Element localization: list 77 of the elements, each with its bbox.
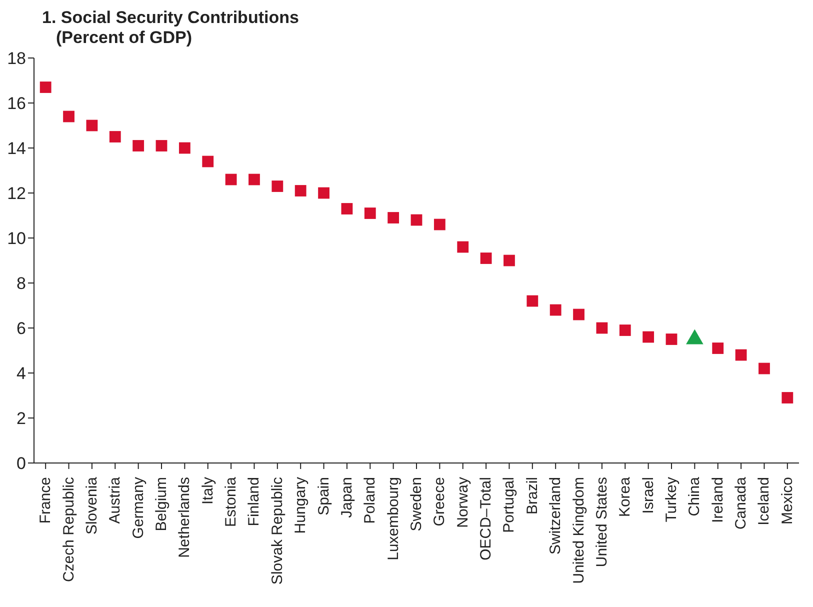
x-tick-label: Spain bbox=[315, 477, 332, 516]
point bbox=[248, 174, 260, 186]
x-tick-label: France bbox=[37, 477, 54, 524]
point bbox=[434, 218, 446, 230]
point bbox=[712, 342, 724, 354]
y-tick-label: 8 bbox=[16, 274, 26, 294]
y-tick-label: 6 bbox=[16, 319, 26, 338]
x-tick-label: Greece bbox=[431, 477, 448, 526]
x-tick-label: Luxembourg bbox=[384, 477, 402, 560]
x-tick-label: OECD–Total bbox=[478, 477, 495, 560]
point bbox=[364, 208, 376, 219]
y-tick-label: 14 bbox=[7, 139, 26, 158]
point bbox=[202, 156, 214, 168]
point bbox=[457, 241, 469, 253]
point bbox=[156, 140, 168, 152]
chart-title: 1. Social Security Contributions bbox=[42, 8, 299, 28]
x-tick-label: Estonia bbox=[222, 476, 240, 528]
x-tick-label: Italy bbox=[199, 476, 216, 505]
point bbox=[550, 304, 562, 316]
y-tick-label: 4 bbox=[16, 364, 26, 384]
x-tick-label: Turkey bbox=[663, 476, 680, 522]
point bbox=[86, 120, 98, 132]
point bbox=[388, 212, 400, 224]
x-tick-label: Hungary bbox=[292, 476, 310, 534]
x-tick-label: Norway bbox=[454, 476, 472, 528]
x-tick-label: Slovak Republic bbox=[268, 476, 286, 585]
point bbox=[735, 349, 747, 361]
x-tick-label: China bbox=[686, 476, 704, 516]
point bbox=[318, 187, 330, 199]
x-tick-label: Slovenia bbox=[83, 476, 100, 535]
x-tick-label: Netherlands bbox=[176, 477, 194, 558]
point bbox=[619, 324, 631, 336]
point bbox=[272, 180, 284, 192]
point bbox=[526, 295, 538, 307]
x-tick-label: Germany bbox=[130, 476, 147, 539]
x-tick-label: Korea bbox=[616, 476, 634, 518]
chart-subtitle: (Percent of GDP) bbox=[55, 28, 194, 48]
x-tick-label: Poland bbox=[362, 477, 379, 524]
x-tick-label: Iceland bbox=[756, 477, 773, 526]
x-tick-label: Sweden bbox=[408, 477, 425, 532]
x-tick-label: Canada bbox=[732, 476, 750, 530]
x-tick-label: Israel bbox=[640, 477, 657, 514]
x-tick-label: Brazil bbox=[524, 477, 541, 515]
point bbox=[178, 142, 190, 154]
point bbox=[782, 392, 794, 404]
point bbox=[642, 331, 654, 343]
x-tick-label: United Kingdom bbox=[570, 477, 588, 584]
x-tick-label: Switzerland bbox=[547, 477, 564, 555]
point bbox=[63, 110, 74, 122]
x-tick-label: Belgium bbox=[153, 477, 170, 532]
point bbox=[480, 252, 492, 264]
x-tick-label: Japan bbox=[338, 477, 356, 518]
x-tick-label: Finland bbox=[246, 477, 263, 526]
point bbox=[40, 82, 52, 93]
point bbox=[410, 214, 422, 226]
point bbox=[225, 174, 237, 186]
point bbox=[504, 254, 515, 266]
point bbox=[132, 140, 144, 152]
point bbox=[596, 322, 608, 334]
y-tick-label: 12 bbox=[7, 184, 26, 204]
x-tick-label: United States bbox=[593, 477, 610, 568]
point bbox=[666, 334, 678, 345]
point bbox=[341, 203, 353, 214]
x-tick-label: Portugal bbox=[500, 477, 518, 533]
y-tick-label: 16 bbox=[7, 94, 26, 114]
y-tick-label: 0 bbox=[16, 454, 26, 474]
x-tick-label: Ireland bbox=[709, 477, 726, 523]
point bbox=[758, 362, 770, 374]
y-tick-label: 10 bbox=[7, 229, 26, 248]
x-tick-label: Mexico bbox=[778, 477, 796, 525]
point bbox=[294, 185, 306, 196]
y-tick-label: 2 bbox=[16, 409, 26, 428]
point bbox=[109, 131, 121, 142]
point bbox=[573, 308, 584, 320]
y-tick-label: 18 bbox=[7, 49, 26, 68]
x-tick-label: Czech Republic bbox=[60, 476, 78, 582]
x-tick-label: Austria bbox=[106, 476, 124, 524]
